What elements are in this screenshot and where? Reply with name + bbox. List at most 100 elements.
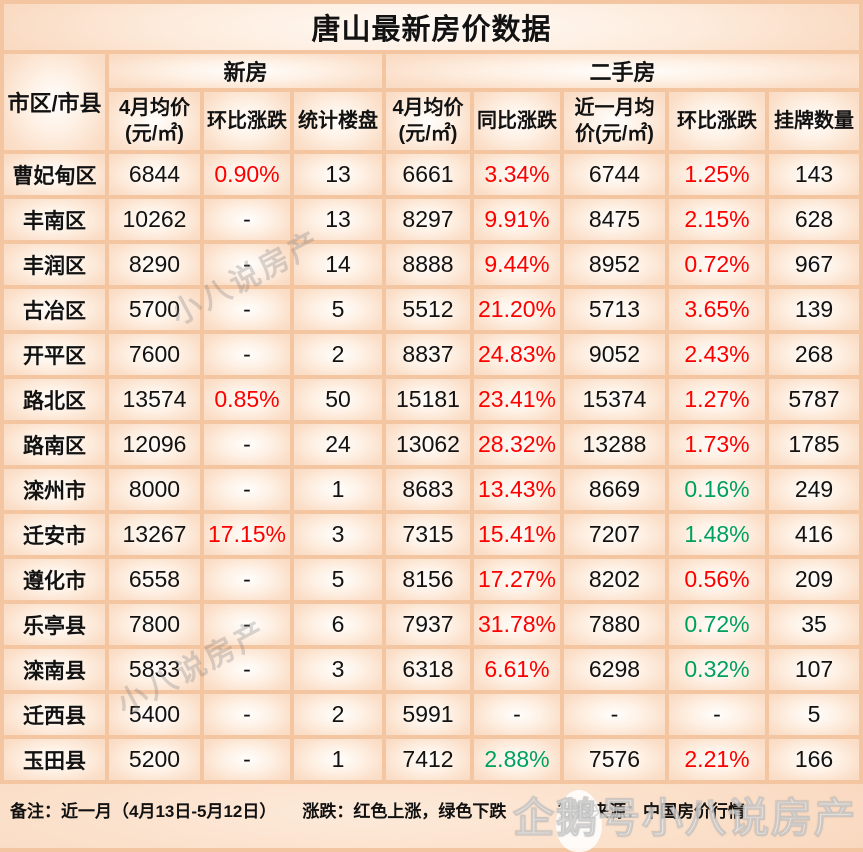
table-cell: - — [669, 694, 765, 735]
table-row: 路北区 13574 0.85% 50 15181 23.41% 15374 1.27% 5787 — [4, 379, 860, 420]
table-cell: 1 — [294, 469, 382, 510]
table-cell: 7800 — [109, 604, 200, 645]
table-cell: 5700 — [109, 289, 200, 330]
table-cell: 0.90% — [204, 154, 290, 195]
table-cell: 9.44% — [474, 244, 560, 285]
group-header-new-homes: 新房 — [109, 54, 382, 88]
table-cell: 28.32% — [474, 424, 560, 465]
row-region-label: 乐亭县 — [4, 604, 105, 645]
table-cell: 5 — [294, 289, 382, 330]
table-cell: 1.48% — [669, 514, 765, 555]
table-cell: 3 — [294, 649, 382, 690]
table-row: 曹妃甸区 6844 0.90% 13 6661 3.34% 6744 1.25% 143 — [4, 154, 860, 195]
table-cell: 12096 — [109, 424, 200, 465]
table-cell: 1.25% — [669, 154, 765, 195]
table-cell: 628 — [769, 199, 860, 240]
column-header-used-mom-change: 环比涨跌 — [669, 92, 765, 150]
table-cell: 3.65% — [669, 289, 765, 330]
table-cell: 35 — [769, 604, 860, 645]
table-cell: 2.15% — [669, 199, 765, 240]
column-header-used-yoy-change: 同比涨跌 — [474, 92, 560, 150]
table-row: 迁西县 5400-2 5991- - -5 — [4, 694, 860, 735]
column-header-used-listing-count: 挂牌数量 — [769, 92, 860, 150]
table-cell: 3.34% — [474, 154, 560, 195]
table-cell: 8156 — [386, 559, 470, 600]
table-cell: 166 — [769, 739, 860, 780]
table-row: 迁安市 13267 17.15% 3 7315 15.41% 7207 1.48% 416 — [4, 514, 860, 555]
table-cell: 15.41% — [474, 514, 560, 555]
row-region-label: 丰润区 — [4, 244, 105, 285]
table-cell: 14 — [294, 244, 382, 285]
table-cell: 9.91% — [474, 199, 560, 240]
table-row: 遵化市 6558-5 8156 17.27% 8202 0.56% 209 — [4, 559, 860, 600]
table-cell: 268 — [769, 334, 860, 375]
table-row: 丰南区 10262-13 8297 9.91% 8475 2.15% 628 — [4, 199, 860, 240]
table-cell: 249 — [769, 469, 860, 510]
table-cell: 143 — [769, 154, 860, 195]
table-row: 滦南县 5833-3 6318 6.61% 6298 0.32% 107 — [4, 649, 860, 690]
row-region-label: 开平区 — [4, 334, 105, 375]
table-cell: 7880 — [564, 604, 665, 645]
table-cell: - — [204, 424, 290, 465]
table-cell: 5787 — [769, 379, 860, 420]
table-cell: 6298 — [564, 649, 665, 690]
table-cell: 7315 — [386, 514, 470, 555]
table-cell: 1 — [294, 739, 382, 780]
table-cell: 8475 — [564, 199, 665, 240]
row-region-label: 丰南区 — [4, 199, 105, 240]
row-region-label: 曹妃甸区 — [4, 154, 105, 195]
table-cell: 7412 — [386, 739, 470, 780]
table-cell: 967 — [769, 244, 860, 285]
table-cell: 24 — [294, 424, 382, 465]
table-cell: 8888 — [386, 244, 470, 285]
table-cell: 1.27% — [669, 379, 765, 420]
table-cell: - — [204, 289, 290, 330]
table-row: 开平区 7600-2 8837 24.83% 9052 2.43% 268 — [4, 334, 860, 375]
table-cell: - — [474, 694, 560, 735]
table-cell: 8290 — [109, 244, 200, 285]
table-cell: 13267 — [109, 514, 200, 555]
table-cell: 5833 — [109, 649, 200, 690]
table-cell: 3 — [294, 514, 382, 555]
table-cell: 23.41% — [474, 379, 560, 420]
row-region-label: 古冶区 — [4, 289, 105, 330]
table-cell: - — [204, 199, 290, 240]
table-cell: 8683 — [386, 469, 470, 510]
table-cell: 2.21% — [669, 739, 765, 780]
table-cell: 8952 — [564, 244, 665, 285]
footer-notes: 备注：近一月（4月13日-5月12日） 涨跌：红色上涨，绿色下跌 数据来源：中国… — [0, 784, 863, 848]
table-cell: 50 — [294, 379, 382, 420]
table-cell: 6661 — [386, 154, 470, 195]
table-cell: 13288 — [564, 424, 665, 465]
column-header-used-avg-price: 4月均价(元/㎡) — [386, 92, 470, 150]
table-cell: 7207 — [564, 514, 665, 555]
table-row: 丰润区 8290-14 8888 9.44% 8952 0.72% 967 — [4, 244, 860, 285]
row-region-label: 路南区 — [4, 424, 105, 465]
table-cell: 9052 — [564, 334, 665, 375]
table-cell: 13 — [294, 199, 382, 240]
table-cell: 8837 — [386, 334, 470, 375]
table-cell: 1785 — [769, 424, 860, 465]
table-cell: 2 — [294, 334, 382, 375]
table-cell: 13574 — [109, 379, 200, 420]
table-cell: 5400 — [109, 694, 200, 735]
table-cell: 24.83% — [474, 334, 560, 375]
table-cell: 5713 — [564, 289, 665, 330]
table-cell: 8297 — [386, 199, 470, 240]
table-cell: 5 — [294, 559, 382, 600]
table-cell: 5512 — [386, 289, 470, 330]
table-cell: 139 — [769, 289, 860, 330]
table-row: 路南区 12096-24 13062 28.32% 13288 1.73% 1785 — [4, 424, 860, 465]
table-cell: 0.56% — [669, 559, 765, 600]
table-cell: 6.61% — [474, 649, 560, 690]
table-cell: - — [204, 334, 290, 375]
footer-note: 备注：近一月（4月13日-5月12日） — [10, 801, 277, 821]
table-row: 玉田县 5200-1 7412 2.88% 7576 2.21% 166 — [4, 739, 860, 780]
table-cell: 5200 — [109, 739, 200, 780]
footer-data-source: 数据来源：中国房价行情 — [558, 801, 745, 821]
table-cell: - — [204, 694, 290, 735]
table-row: 乐亭县 7800-6 7937 31.78% 7880 0.72% 35 — [4, 604, 860, 645]
row-region-label: 玉田县 — [4, 739, 105, 780]
table-cell: 2.43% — [669, 334, 765, 375]
table-cell: 13.43% — [474, 469, 560, 510]
